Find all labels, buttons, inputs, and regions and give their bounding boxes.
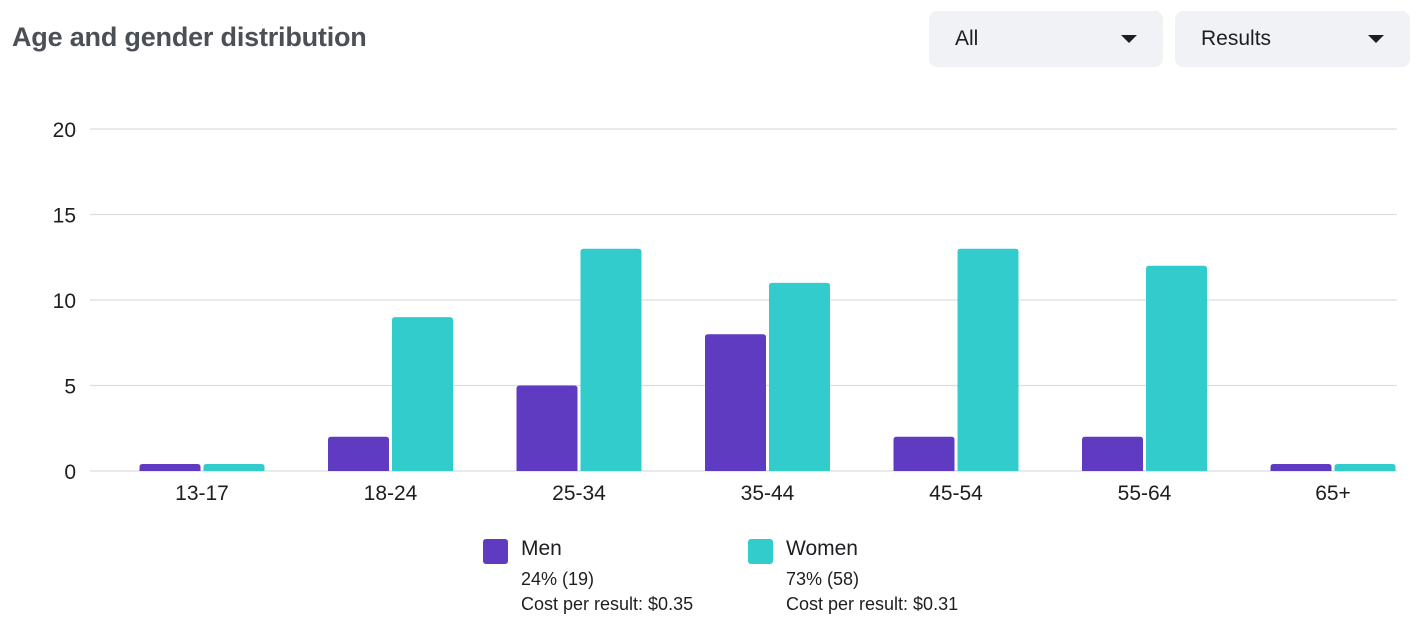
y-tick-label: 5 (64, 376, 76, 399)
x-tick-label: 45-54 (929, 482, 983, 505)
bar-men-25-34[interactable] (516, 385, 578, 472)
legend-men-swatch (483, 539, 508, 564)
bar-women-45-54[interactable] (957, 248, 1019, 471)
bar-women-65+[interactable] (1334, 464, 1396, 471)
bar-men-65+[interactable] (1270, 464, 1332, 471)
x-tick-label: 25-34 (552, 482, 606, 505)
x-tick-label: 65+ (1315, 482, 1351, 505)
bar-men-18-24[interactable] (328, 436, 389, 471)
legend-women-swatch (748, 539, 773, 564)
x-tick-label: 13-17 (175, 482, 229, 505)
bar-women-18-24[interactable] (392, 317, 453, 471)
bar-women-55-64[interactable] (1146, 265, 1207, 471)
filter-dropdown[interactable]: All (929, 11, 1163, 67)
legend-men-label: Men (521, 537, 562, 560)
y-tick-label: 20 (53, 119, 76, 142)
metric-dropdown-value: Results (1201, 27, 1272, 50)
y-tick-label: 0 (64, 461, 76, 484)
legend-men-cost: Cost per result: $0.35 (521, 594, 694, 614)
bar-women-35-44[interactable] (769, 282, 830, 471)
x-tick-label: 55-64 (1118, 482, 1172, 505)
bar-men-13-17[interactable] (139, 464, 201, 471)
x-tick-label: 35-44 (741, 482, 795, 505)
bar-men-45-54[interactable] (893, 436, 955, 471)
caret-down-icon (1368, 35, 1384, 43)
legend-women-share: 73% (58) (786, 569, 860, 589)
legend-women-label: Women (786, 537, 858, 560)
bar-men-35-44[interactable] (705, 334, 766, 471)
legend-men-share: 24% (19) (521, 569, 595, 589)
y-tick-label: 10 (53, 290, 76, 313)
bar-women-25-34[interactable] (580, 248, 642, 471)
y-tick-label: 15 (53, 205, 76, 228)
x-tick-label: 18-24 (364, 482, 418, 505)
chart-title: Age and gender distribution (12, 22, 367, 52)
bar-women-13-17[interactable] (203, 464, 265, 471)
legend-women-cost: Cost per result: $0.31 (786, 594, 959, 614)
filter-dropdown-value: All (955, 27, 979, 50)
caret-down-icon (1121, 35, 1137, 43)
bar-men-55-64[interactable] (1082, 436, 1143, 471)
metric-dropdown[interactable]: Results (1175, 11, 1410, 67)
